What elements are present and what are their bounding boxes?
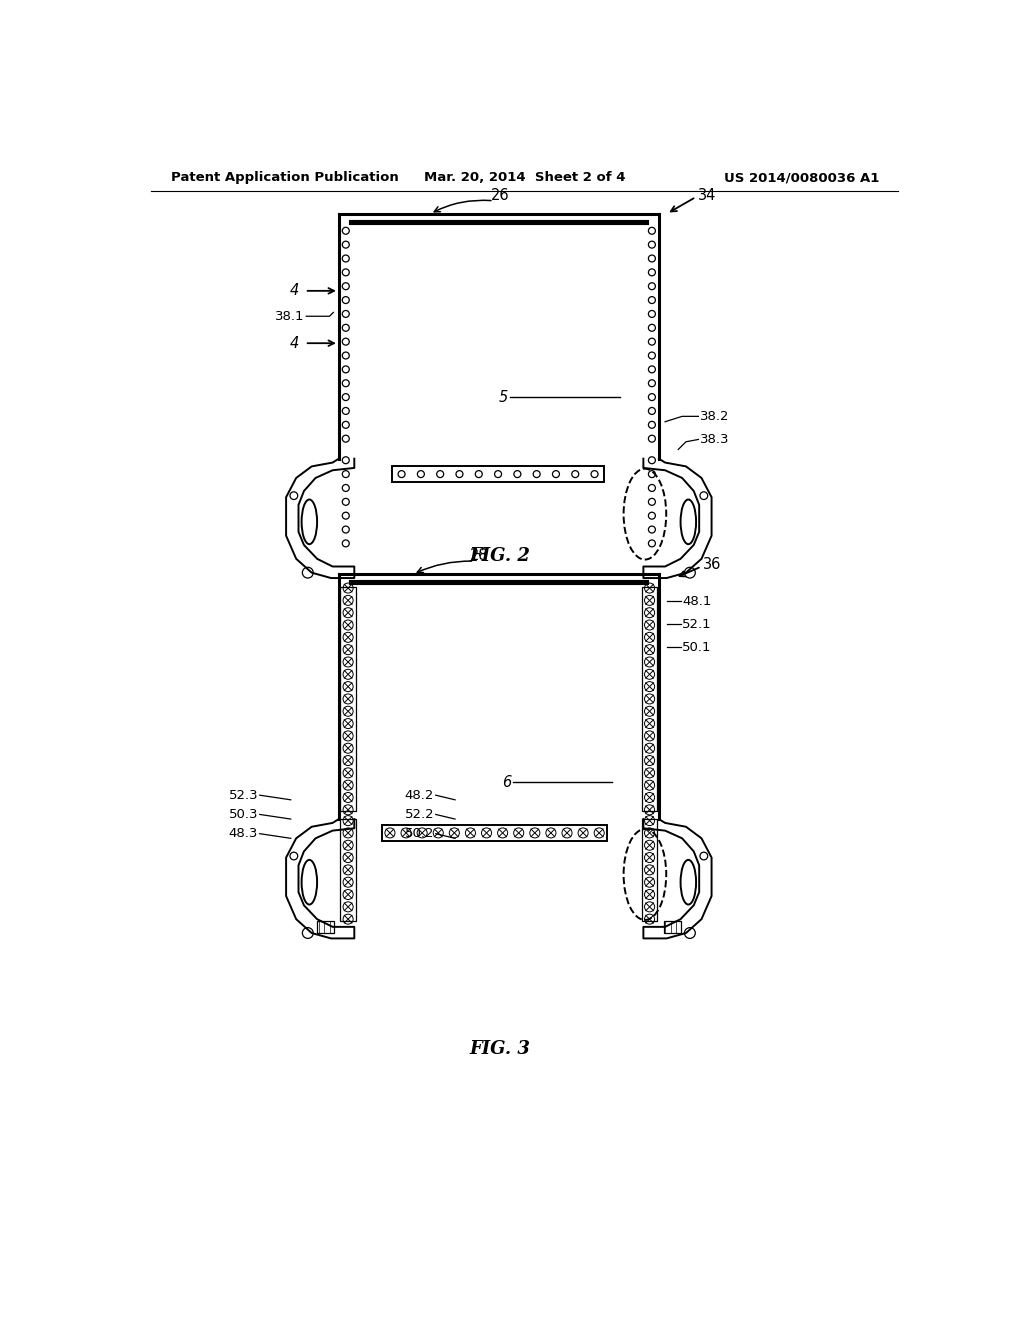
Text: 50.1: 50.1 bbox=[682, 640, 712, 653]
Text: Mar. 20, 2014  Sheet 2 of 4: Mar. 20, 2014 Sheet 2 of 4 bbox=[424, 172, 626, 185]
Text: 36: 36 bbox=[703, 557, 722, 573]
Text: 34: 34 bbox=[697, 187, 716, 203]
Text: 50.2: 50.2 bbox=[404, 828, 434, 841]
Text: 5: 5 bbox=[499, 389, 508, 405]
Bar bbox=[340, 818, 356, 921]
Text: 6: 6 bbox=[502, 775, 511, 789]
Text: 38.2: 38.2 bbox=[700, 409, 729, 422]
Text: 52.1: 52.1 bbox=[682, 618, 712, 631]
Text: 38.3: 38.3 bbox=[700, 433, 729, 446]
Text: 52.3: 52.3 bbox=[228, 788, 258, 801]
Text: 48.2: 48.2 bbox=[404, 788, 434, 801]
Text: 38.1: 38.1 bbox=[275, 310, 305, 323]
Text: 48.3: 48.3 bbox=[228, 828, 258, 841]
Text: 4: 4 bbox=[289, 335, 299, 351]
Bar bbox=[382, 825, 607, 841]
Text: FIG. 3: FIG. 3 bbox=[470, 1040, 530, 1059]
Text: FIG. 2: FIG. 2 bbox=[470, 548, 530, 565]
Text: 48.1: 48.1 bbox=[682, 594, 712, 607]
Bar bbox=[642, 586, 657, 812]
Bar bbox=[664, 921, 681, 933]
Text: Patent Application Publication: Patent Application Publication bbox=[171, 172, 398, 185]
Bar bbox=[340, 586, 356, 812]
Bar bbox=[317, 921, 334, 933]
Text: 4: 4 bbox=[289, 284, 299, 298]
Text: 26: 26 bbox=[490, 187, 509, 203]
Text: 52.2: 52.2 bbox=[404, 808, 434, 821]
Text: 28: 28 bbox=[470, 548, 488, 562]
Text: US 2014/0080036 A1: US 2014/0080036 A1 bbox=[724, 172, 880, 185]
Text: 50.3: 50.3 bbox=[228, 808, 258, 821]
Bar bbox=[642, 818, 657, 921]
